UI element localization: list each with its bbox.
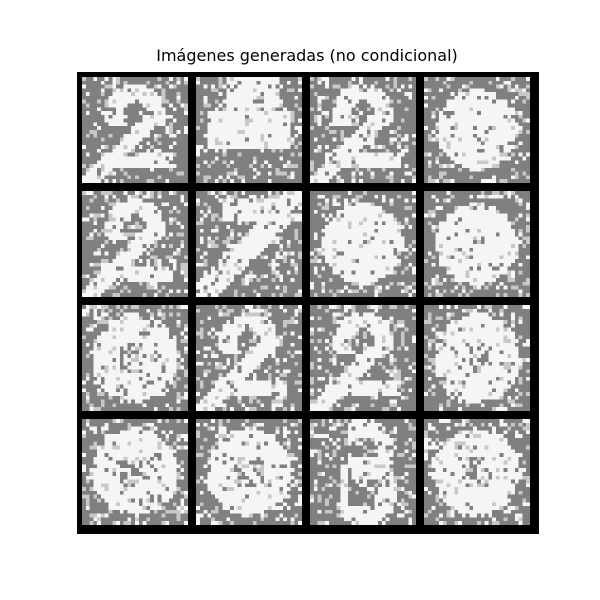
generated-sample-tile: [82, 305, 188, 411]
generated-sample-tile: [310, 77, 416, 183]
generated-sample-image: [82, 77, 188, 183]
generated-sample-image: [310, 419, 416, 525]
generated-sample-tile: [196, 77, 302, 183]
generated-sample-tile: [196, 419, 302, 525]
generated-sample-tile: [82, 77, 188, 183]
image-grid: [77, 72, 539, 534]
generated-sample-image: [196, 191, 302, 297]
generated-sample-tile: [82, 419, 188, 525]
generated-sample-tile: [310, 305, 416, 411]
generated-sample-image: [82, 305, 188, 411]
generated-sample-image: [310, 305, 416, 411]
generated-sample-image: [424, 77, 530, 183]
generated-sample-tile: [424, 305, 530, 411]
generated-sample-tile: [424, 419, 530, 525]
generated-sample-tile: [310, 419, 416, 525]
generated-sample-tile: [424, 191, 530, 297]
generated-sample-image: [424, 305, 530, 411]
generated-sample-image: [310, 191, 416, 297]
figure-title: Imágenes generadas (no condicional): [156, 46, 458, 65]
generated-sample-tile: [196, 305, 302, 411]
generated-sample-image: [310, 77, 416, 183]
generated-sample-image: [424, 191, 530, 297]
generated-sample-image: [82, 191, 188, 297]
generated-sample-tile: [82, 191, 188, 297]
generated-sample-image: [196, 305, 302, 411]
generated-sample-image: [196, 77, 302, 183]
generated-sample-image: [196, 419, 302, 525]
generated-sample-tile: [196, 191, 302, 297]
generated-sample-image: [82, 419, 188, 525]
generated-sample-image: [424, 419, 530, 525]
generated-sample-tile: [424, 77, 530, 183]
generated-sample-tile: [310, 191, 416, 297]
